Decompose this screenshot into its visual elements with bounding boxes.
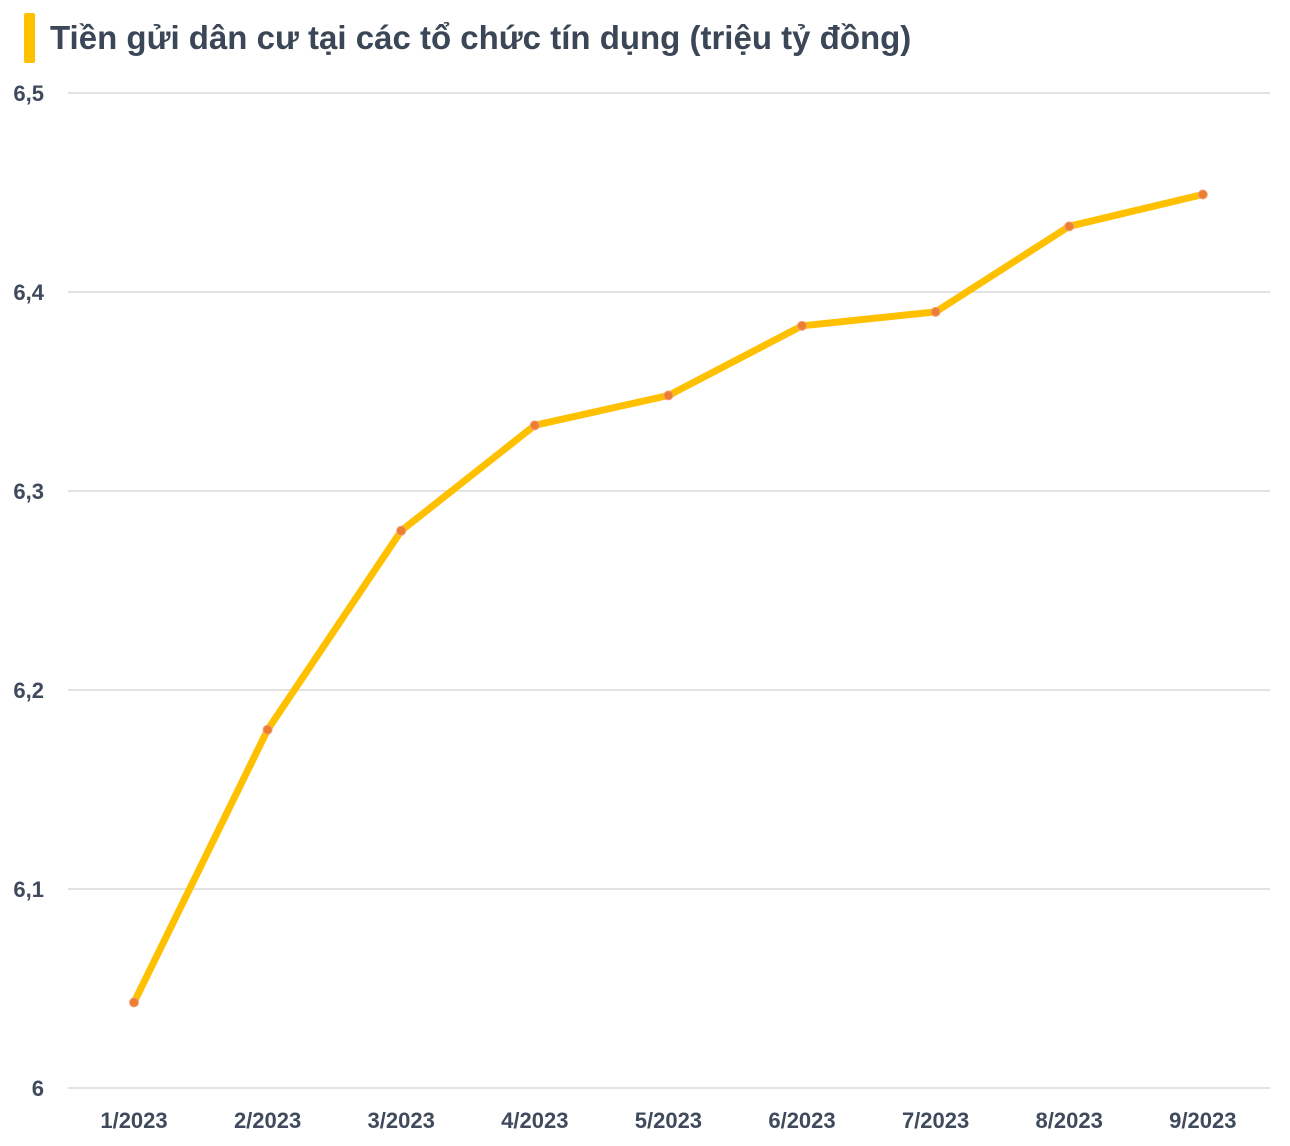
series-line [130, 190, 1207, 1006]
chart-title-block: Tiền gửi dân cư tại các tổ chức tín dụng… [24, 12, 911, 64]
x-tick-label: 3/2023 [368, 1108, 435, 1133]
x-tick-label: 4/2023 [501, 1108, 568, 1133]
data-point [797, 320, 807, 331]
data-point [663, 390, 674, 401]
data-point [1197, 189, 1208, 200]
data-point [1064, 221, 1075, 232]
y-tick-label: 6,1 [13, 877, 44, 902]
y-tick-label: 6,5 [13, 81, 44, 106]
data-point [930, 306, 941, 317]
x-tick-label: 2/2023 [234, 1108, 301, 1133]
x-tick-label: 1/2023 [100, 1108, 167, 1133]
gridlines [68, 92, 1270, 1089]
x-tick-label: 8/2023 [1036, 1108, 1103, 1133]
y-tick-label: 6,2 [13, 678, 44, 703]
series-line-layer [130, 190, 1207, 1006]
title-accent-bar [24, 13, 35, 63]
y-tick-label: 6,4 [13, 280, 44, 305]
data-point [129, 997, 139, 1008]
data-point-markers [129, 189, 1208, 1008]
x-tick-label: 9/2023 [1169, 1108, 1236, 1133]
data-point [396, 525, 407, 536]
y-tick-label: 6 [32, 1076, 44, 1101]
data-point [529, 420, 540, 431]
y-axis-tick-labels: 6 6,1 6,2 6,3 6,4 6,5 [13, 81, 44, 1101]
x-axis-tick-labels: 1/2023 2/2023 3/2023 4/2023 5/2023 6/2023 7/20… [100, 1108, 1236, 1133]
data-point [262, 724, 273, 735]
y-tick-label: 6,3 [13, 479, 44, 504]
x-tick-label: 6/2023 [768, 1108, 835, 1133]
x-tick-label: 5/2023 [635, 1108, 702, 1133]
chart-title: Tiền gửi dân cư tại các tổ chức tín dụng… [50, 19, 912, 56]
x-tick-label: 7/2023 [902, 1108, 969, 1133]
